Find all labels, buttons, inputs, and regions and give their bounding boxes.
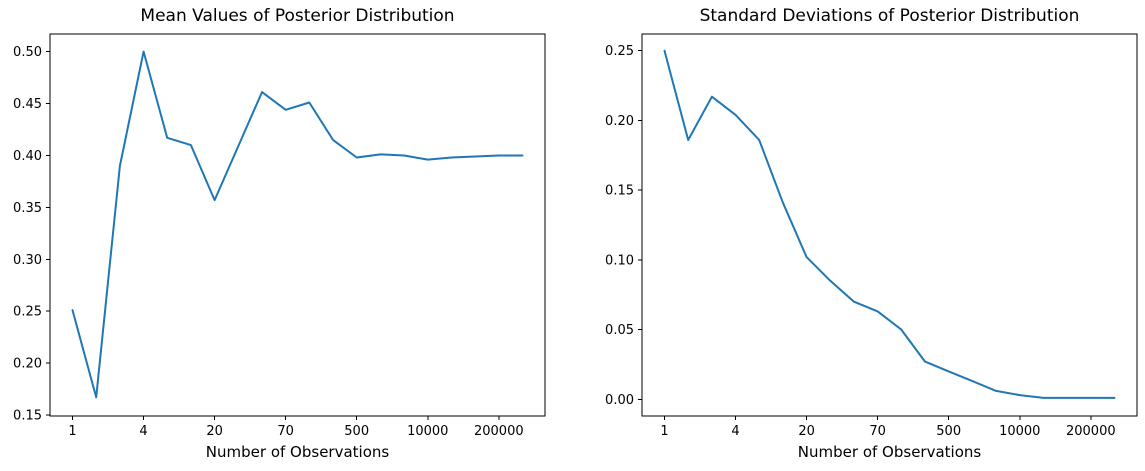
x-tick-label: 500 <box>344 424 369 439</box>
y-tick-label: 0.20 <box>13 357 42 372</box>
x-axis-label-right: Number of Observations <box>797 443 982 461</box>
y-tick-label: 0.15 <box>13 408 42 423</box>
x-axis-label-left: Number of Observations <box>205 443 390 461</box>
y-tick-label: 0.50 <box>13 45 42 60</box>
x-tick-label: 500 <box>936 424 961 439</box>
y-tick-label: 0.25 <box>13 305 42 320</box>
data-line <box>663 49 1116 399</box>
chart-title-mean-values: Mean Values of Posterior Distribution <box>140 6 455 26</box>
x-tick-label: 4 <box>731 424 739 439</box>
axes-box <box>49 33 546 417</box>
y-tick-label: 0.40 <box>13 149 42 164</box>
data-line <box>71 50 524 399</box>
x-tick-label: 1 <box>68 424 76 439</box>
x-tick-label: 70 <box>869 424 886 439</box>
y-tick-label: 0.45 <box>13 97 42 112</box>
y-tick-label: 0.15 <box>605 184 634 199</box>
x-tick-label: 1 <box>660 424 668 439</box>
y-tick-label: 0.35 <box>13 201 42 216</box>
x-tick-label: 70 <box>277 424 294 439</box>
x-tick-label: 200000 <box>1066 424 1116 439</box>
y-tick-label: 0.25 <box>605 44 634 59</box>
x-tick-label: 200000 <box>474 424 524 439</box>
y-tick-label: 0.05 <box>605 323 634 338</box>
x-tick-label: 4 <box>139 424 147 439</box>
x-tick-label: 10000 <box>999 424 1040 439</box>
y-tick-label: 0.30 <box>13 253 42 268</box>
x-tick-label: 10000 <box>407 424 448 439</box>
chart-title-standard-deviations: Standard Deviations of Posterior Distrib… <box>699 6 1080 26</box>
y-tick-label: 0.20 <box>605 114 634 129</box>
y-tick-label: 0.10 <box>605 253 634 268</box>
y-tick-label: 0.00 <box>605 393 634 408</box>
x-tick-label: 20 <box>798 424 815 439</box>
axes-box <box>641 33 1138 417</box>
x-tick-label: 20 <box>206 424 223 439</box>
